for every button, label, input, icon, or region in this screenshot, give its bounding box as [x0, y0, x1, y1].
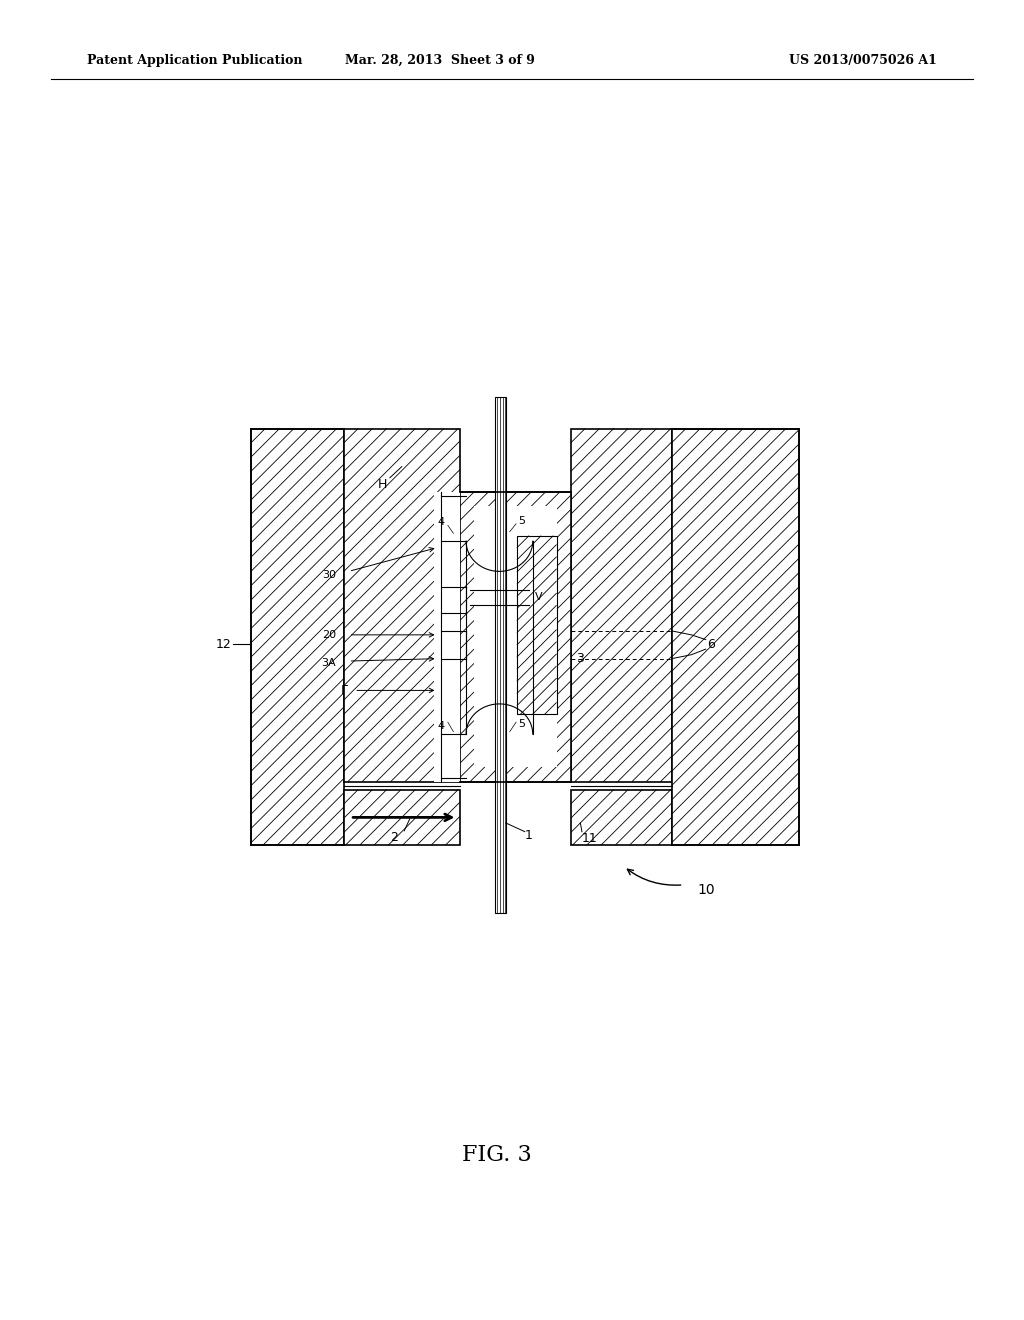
Text: Patent Application Publication: Patent Application Publication — [87, 54, 302, 67]
Bar — [433, 492, 460, 781]
Bar — [570, 789, 672, 845]
Text: US 2013/0075026 A1: US 2013/0075026 A1 — [790, 54, 937, 67]
Bar — [570, 429, 672, 781]
Text: 3: 3 — [577, 652, 585, 665]
Bar — [344, 789, 460, 845]
Text: 12: 12 — [215, 638, 231, 651]
Text: 3A: 3A — [322, 657, 336, 668]
Text: Γ: Γ — [340, 684, 347, 697]
Text: H: H — [377, 478, 387, 491]
Bar — [474, 507, 557, 767]
Text: 4: 4 — [438, 517, 445, 527]
Text: 10: 10 — [697, 883, 716, 898]
Text: 5: 5 — [518, 516, 525, 525]
Text: V: V — [536, 591, 543, 602]
Bar — [460, 492, 570, 781]
Text: 6: 6 — [708, 638, 715, 651]
Text: 20: 20 — [322, 630, 336, 640]
Bar — [495, 397, 506, 912]
Text: 1: 1 — [524, 829, 532, 842]
Text: 11: 11 — [582, 833, 598, 845]
Text: 4: 4 — [438, 721, 445, 731]
Text: 5: 5 — [518, 718, 525, 729]
Bar — [251, 429, 344, 845]
Text: Mar. 28, 2013  Sheet 3 of 9: Mar. 28, 2013 Sheet 3 of 9 — [345, 54, 536, 67]
Bar — [672, 429, 799, 845]
Bar — [344, 429, 460, 781]
Text: FIG. 3: FIG. 3 — [462, 1144, 531, 1166]
Text: 30: 30 — [322, 570, 336, 581]
Bar — [517, 536, 557, 714]
Text: 2: 2 — [390, 830, 397, 843]
